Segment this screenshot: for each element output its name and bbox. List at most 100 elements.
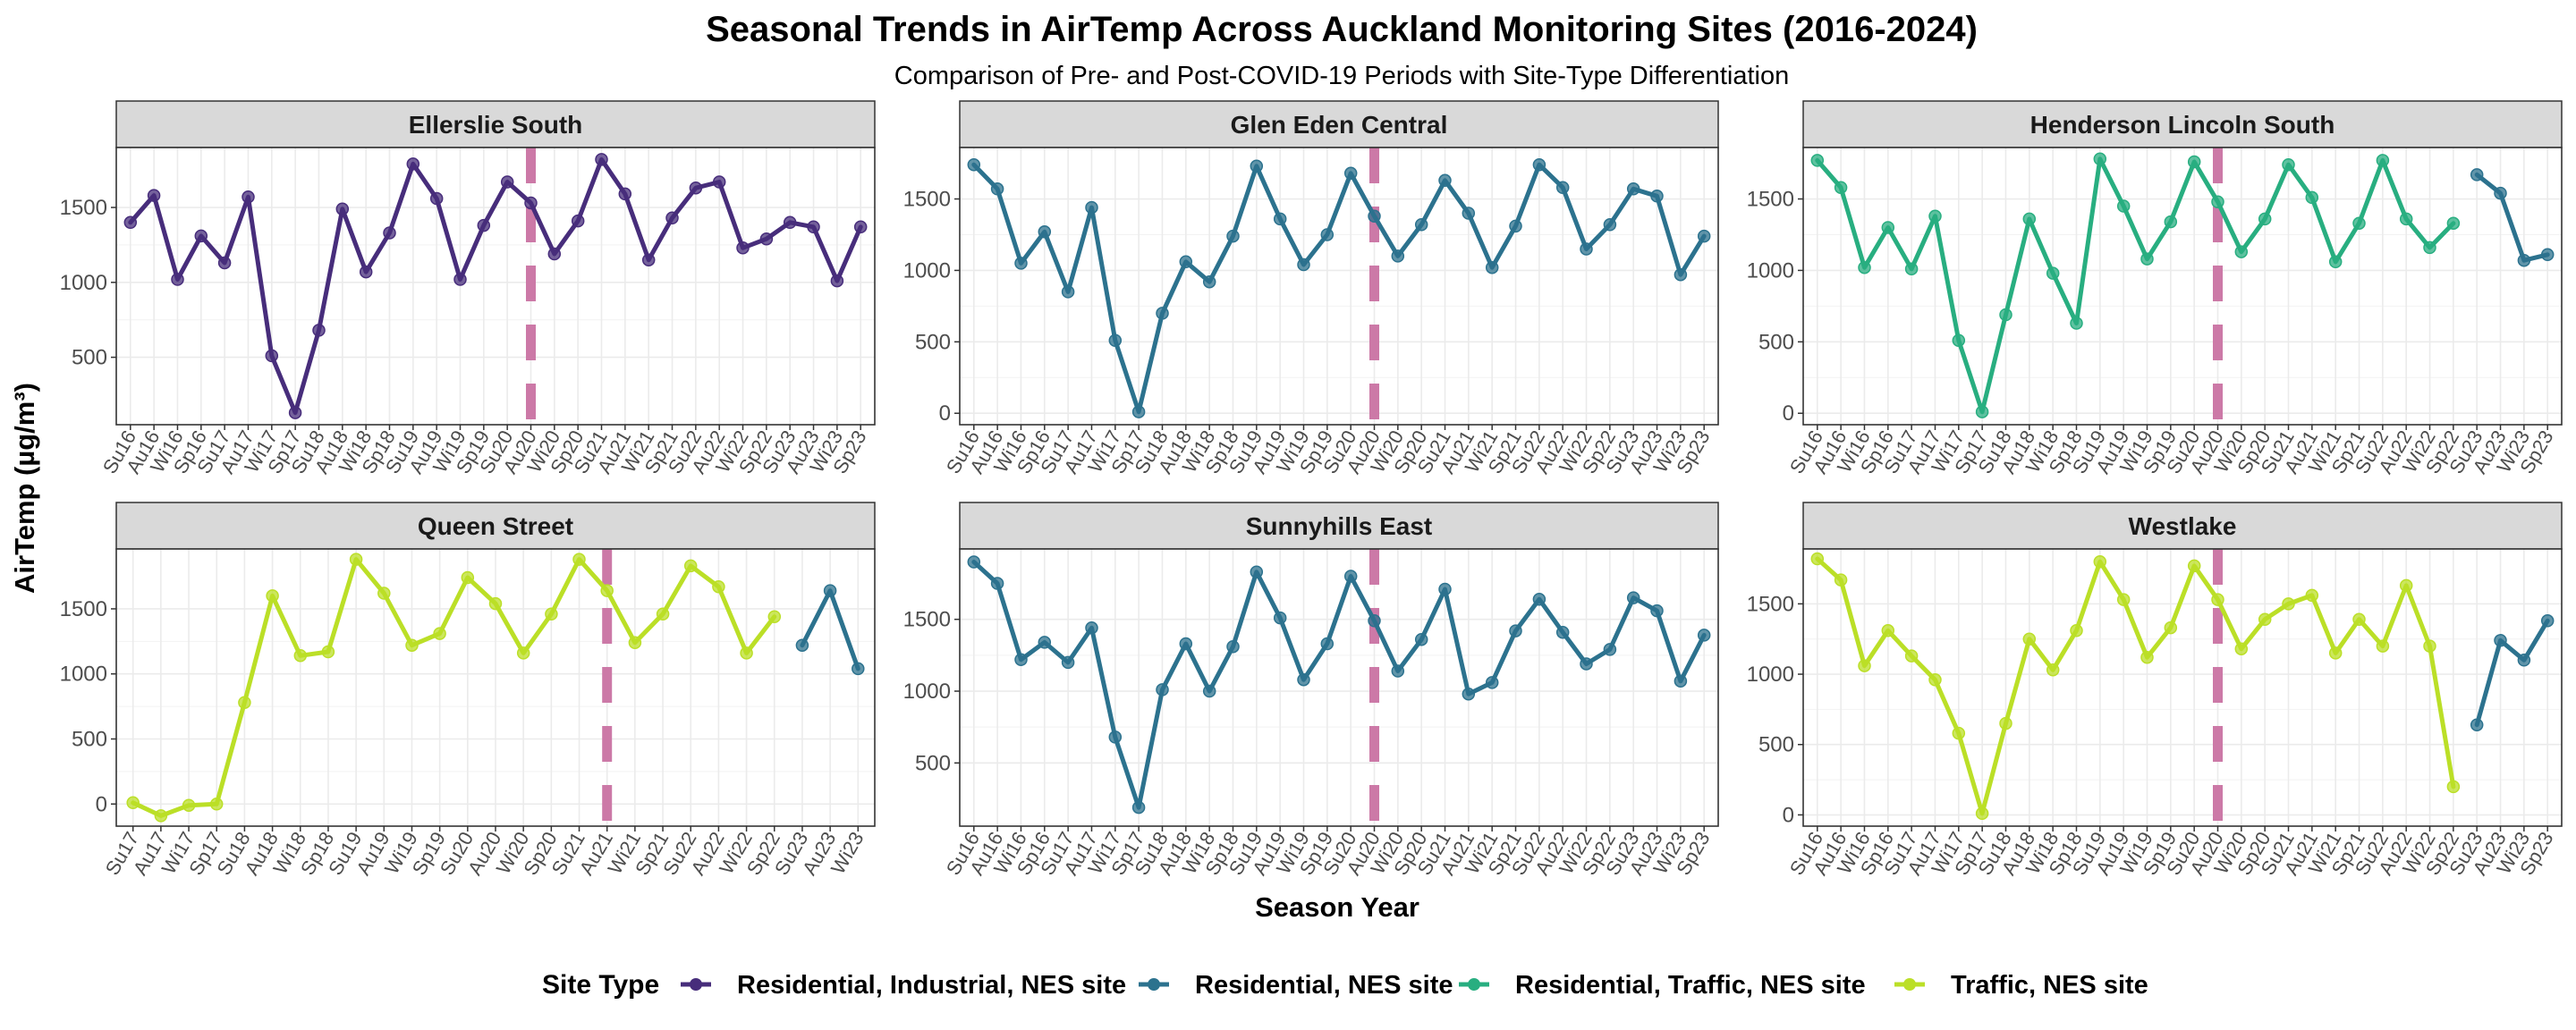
data-point (628, 636, 642, 650)
data-point (2517, 654, 2531, 667)
data-point (1881, 221, 1895, 234)
data-point (2282, 597, 2295, 611)
y-tick-label: 0 (1783, 401, 1794, 426)
data-point (1485, 260, 1499, 274)
data-point (2258, 212, 2272, 226)
data-point (1273, 212, 1287, 226)
data-point (852, 662, 865, 676)
data-point (288, 406, 302, 419)
panel-queen-street: Queen Street050010001500Su17Au17Wi17Sp17… (60, 502, 876, 879)
data-point (767, 610, 782, 623)
data-point (641, 253, 656, 266)
series-line (2474, 618, 2550, 728)
data-point (1952, 333, 1966, 347)
data-point (377, 587, 391, 600)
legend: Site Type Residential, Industrial, NES s… (542, 970, 2148, 1000)
data-point (1108, 730, 1123, 744)
legend-key-point (1468, 978, 1480, 991)
panel-glen-eden-central: Glen Eden Central050010001500Su16Au16Wi1… (903, 100, 1719, 477)
data-point (1858, 659, 1871, 672)
data-point (1555, 181, 1570, 194)
data-point (2446, 780, 2461, 794)
panel-henderson-lincoln-south: Henderson Lincoln South050010001500Su16A… (1747, 100, 2563, 477)
legend-item-label: Traffic, NES site (1951, 971, 2148, 1000)
data-point (1674, 674, 1688, 688)
y-tick-label: 1500 (903, 608, 951, 632)
data-point (349, 553, 363, 566)
legend-item-label: Residential, NES site (1195, 971, 1453, 1000)
data-point (2070, 317, 2083, 330)
data-point (736, 241, 750, 255)
data-point (656, 607, 670, 621)
data-point (1202, 274, 1216, 289)
data-point (1156, 683, 1169, 697)
data-point (2116, 593, 2131, 606)
panel-border (1802, 147, 2563, 426)
data-point (1975, 806, 1989, 821)
panel-strip (1802, 502, 2563, 550)
data-point (1061, 285, 1075, 299)
panel-title: Ellerslie South (409, 111, 583, 139)
y-tick-label: 1000 (1747, 663, 1794, 687)
data-point (1952, 726, 1966, 740)
data-point (461, 570, 475, 585)
data-point (2328, 255, 2343, 269)
data-point (759, 232, 774, 246)
data-point (1202, 684, 1216, 698)
data-point (516, 646, 530, 660)
data-point (1250, 565, 1264, 578)
data-point (2046, 663, 2060, 677)
panel-title: Westlake (2129, 512, 2237, 540)
data-point (807, 220, 820, 234)
data-point (1650, 604, 1664, 618)
panel-title: Sunnyhills East (1246, 512, 1433, 540)
y-tick-label: 1000 (1747, 258, 1794, 283)
data-point (1810, 552, 1825, 566)
data-point (1580, 242, 1593, 256)
data-point (126, 796, 140, 810)
data-point (1320, 637, 1335, 651)
data-point (1904, 649, 1919, 663)
panel-sunnyhills-east: Sunnyhills East50010001500Su16Au16Wi16Sp… (903, 502, 1719, 879)
data-point (1391, 664, 1405, 678)
legend-key-point (690, 978, 702, 991)
plot-background (960, 148, 1718, 425)
data-point (1414, 218, 1428, 232)
panel-strip (959, 100, 1719, 148)
data-point (1462, 687, 1476, 701)
data-point (1391, 249, 1405, 263)
data-point (1038, 636, 1052, 649)
data-point (2022, 632, 2037, 646)
panel-westlake: Westlake050010001500Su16Au16Wi16Sp16Su17… (1747, 502, 2563, 879)
legend-item-label: Residential, Industrial, NES site (737, 971, 1126, 1000)
data-point (990, 577, 1004, 590)
panel-strip (959, 502, 1719, 550)
series-residential-traffic-nes-site (1810, 152, 2461, 418)
data-point (433, 627, 446, 640)
y-tick-label: 500 (915, 751, 951, 775)
data-point (1273, 611, 1287, 625)
data-point (600, 584, 614, 597)
data-point (1061, 655, 1075, 670)
data-point (312, 324, 326, 337)
data-point (2423, 639, 2436, 653)
data-point (2022, 212, 2037, 226)
data-point (1603, 643, 1617, 656)
data-point (453, 273, 467, 286)
data-point (2093, 554, 2107, 569)
data-point (383, 226, 396, 240)
data-point (2423, 241, 2436, 255)
data-point (1438, 582, 1452, 596)
data-point (1810, 154, 1825, 167)
data-point (405, 638, 419, 652)
data-point (1085, 621, 1098, 635)
y-axis-label: AirTemp (µg/m³) (9, 383, 40, 594)
data-point (2093, 152, 2107, 166)
data-point (2070, 624, 2083, 637)
data-point (2352, 612, 2366, 626)
data-point (1834, 181, 1848, 194)
data-point (2376, 154, 2390, 167)
data-point (2258, 612, 2272, 626)
data-point (967, 555, 981, 569)
